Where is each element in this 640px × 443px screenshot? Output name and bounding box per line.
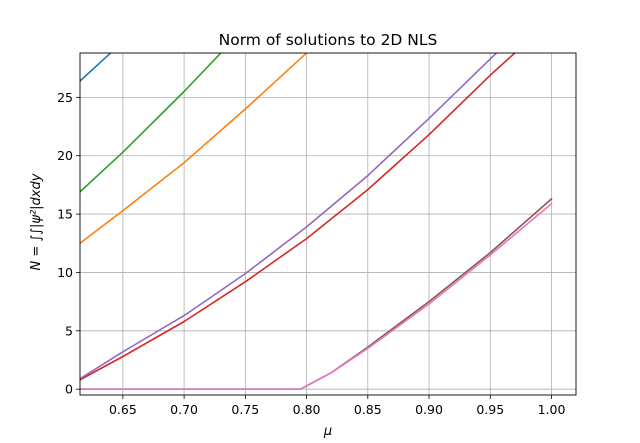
x-tick-label: 0.70 bbox=[170, 402, 198, 417]
y-tick-label: 20 bbox=[57, 148, 73, 163]
series-line-6 bbox=[80, 197, 553, 391]
x-tick-label: 0.65 bbox=[109, 402, 137, 417]
y-axis-label: N = ∫∫|ψ²|dxdy bbox=[29, 173, 44, 270]
series-line-4 bbox=[80, 53, 516, 381]
x-tick-label: 0.90 bbox=[415, 402, 443, 417]
series-line-7 bbox=[80, 202, 553, 391]
x-tick-label: 0.75 bbox=[231, 402, 259, 417]
plot-area bbox=[79, 52, 577, 396]
grid bbox=[80, 53, 576, 395]
chart-title: Norm of solutions to 2D NLS bbox=[219, 31, 438, 49]
series-line-1 bbox=[80, 53, 112, 83]
series-line-2 bbox=[80, 53, 308, 245]
series-line-3 bbox=[80, 53, 222, 193]
y-tick-label: 5 bbox=[65, 323, 73, 338]
x-tick-label: 0.80 bbox=[293, 402, 321, 417]
y-tick-label: 0 bbox=[65, 382, 73, 397]
series-lines bbox=[80, 53, 553, 391]
series-line-5 bbox=[80, 53, 498, 380]
x-tick-label: 0.95 bbox=[476, 402, 504, 417]
ticks: 0.65 0.70 0.75 0.80 0.85 0.90 0.95 1.00 0 5 10 15 20… bbox=[57, 90, 565, 417]
x-tick-label: 1.00 bbox=[538, 402, 566, 417]
x-axis-label: μ bbox=[323, 424, 332, 439]
y-tick-label: 10 bbox=[57, 265, 73, 280]
y-tick-label: 25 bbox=[57, 90, 73, 105]
x-tick-label: 0.85 bbox=[354, 402, 382, 417]
y-tick-label: 15 bbox=[57, 207, 73, 222]
